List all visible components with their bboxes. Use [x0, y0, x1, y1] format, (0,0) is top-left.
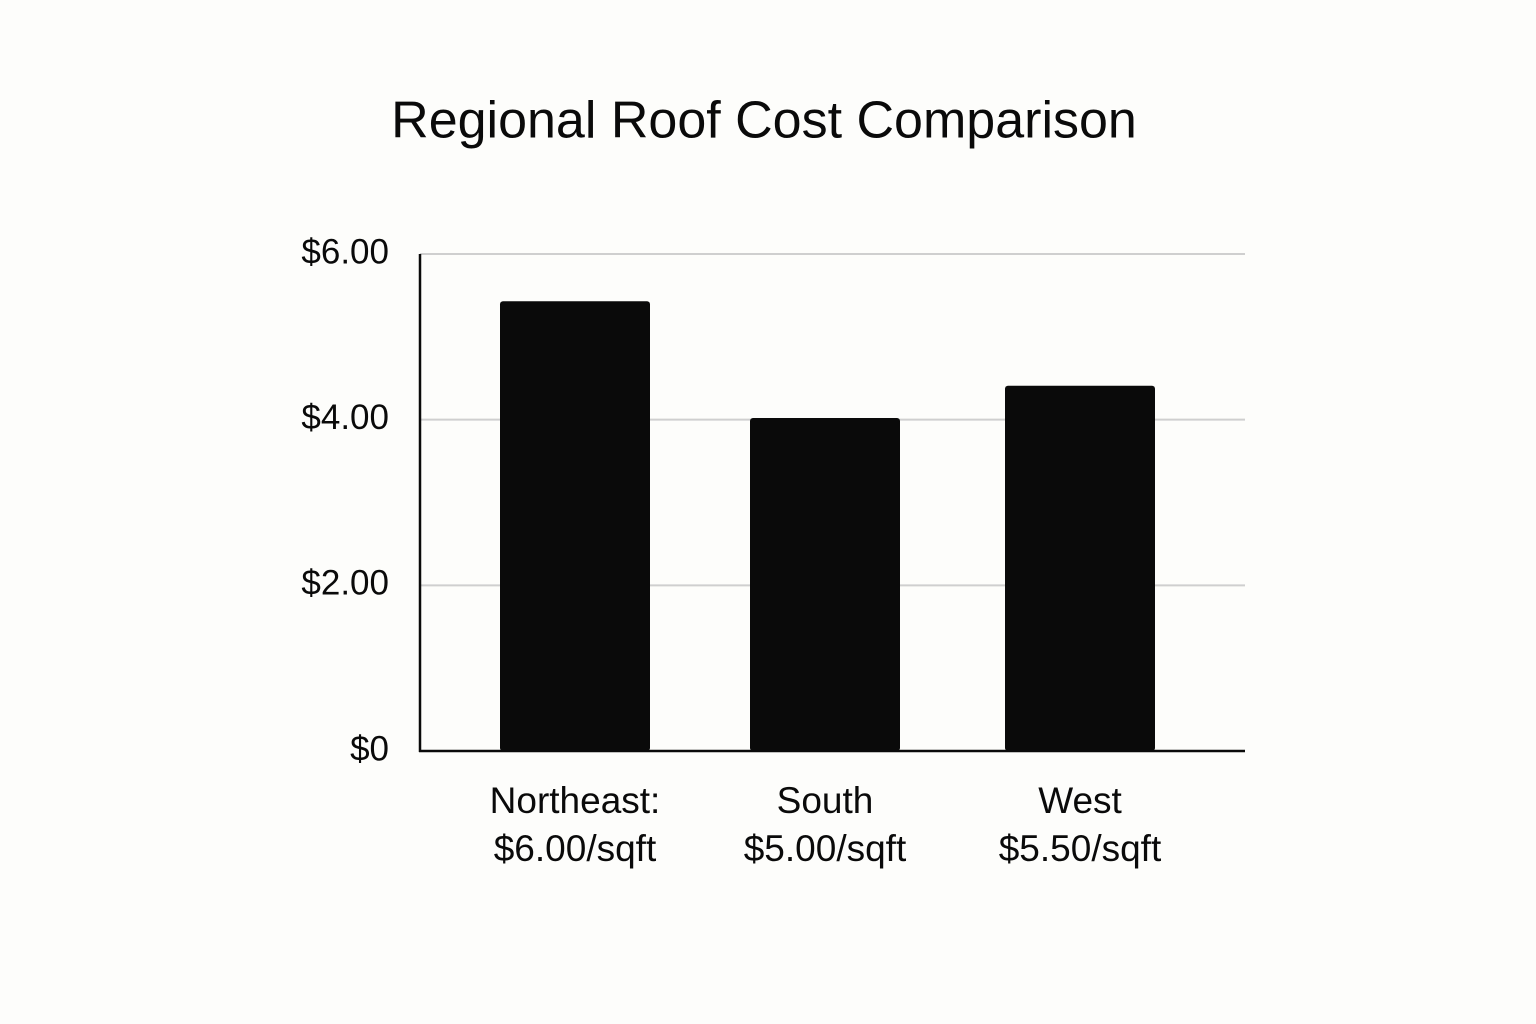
bar	[500, 301, 650, 751]
bar	[1005, 385, 1155, 751]
y-tick-label: $4.00	[301, 398, 389, 437]
y-tick-label: $2.00	[301, 564, 389, 603]
bar	[750, 418, 900, 751]
chart-title: Regional Roof Cost Comparison	[391, 92, 1137, 150]
x-tick-label: West $5.50/sqft	[998, 780, 1162, 869]
x-tick-label: South $5.00/sqft	[743, 780, 907, 869]
x-tick-label: Northeast: $6.00/sqft	[489, 780, 661, 869]
y-tick-label: $6.00	[301, 232, 389, 271]
y-tick-label: $0	[350, 729, 389, 768]
